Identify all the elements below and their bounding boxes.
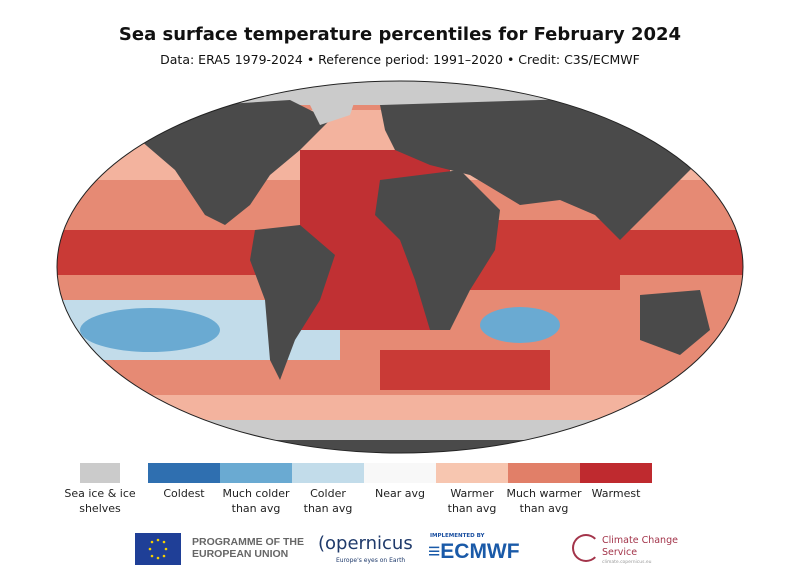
cold-anomaly-pacific (80, 308, 220, 352)
legend-label-colder: Colder than avg (303, 487, 353, 515)
legend-swatch-warmer (436, 463, 508, 483)
legend-swatch-warmest (580, 463, 652, 483)
eu-flag-logo (135, 533, 181, 565)
legend-swatch-much-warmer (508, 463, 580, 483)
map-subtitle: Data: ERA5 1979-2024 • Reference period:… (160, 52, 640, 67)
africa (375, 170, 500, 330)
world-map (56, 80, 744, 454)
c3s-url: climate.copernicus.eu (602, 560, 652, 565)
ecmwf-text: ECMWF (440, 540, 520, 563)
legend-swatch-near-avg (364, 463, 436, 483)
arctic-ice (57, 81, 743, 105)
legend-label-near-avg: Near avg (375, 487, 425, 500)
ecmwf-logo: ≡ECMWF (428, 540, 520, 563)
legend-swatch-colder (292, 463, 364, 483)
copernicus-tagline: Europe's eyes on Earth (336, 557, 406, 564)
legend-label-much-warmer: Much warmer than avg (506, 487, 582, 515)
map-title: Sea surface temperature percentiles for … (118, 24, 682, 45)
legend-label-coldest: Coldest (163, 487, 205, 500)
north-america (130, 100, 330, 225)
cold-anomaly-indian (480, 307, 560, 343)
australia (640, 290, 710, 355)
greenland (300, 85, 360, 125)
copernicus-text: opernicus (325, 533, 413, 554)
implemented-by-text: IMPLEMENTED BY (430, 533, 485, 539)
south-america (250, 225, 335, 380)
legend-label-warmest: Warmest (591, 487, 641, 500)
eu-programme-text: PROGRAMME OF THE EUROPEAN UNION (192, 536, 304, 560)
c3s-logo-text: Climate Change Service (602, 535, 678, 558)
legend-label-ice: Sea ice & ice shelves (64, 487, 136, 515)
southern-ocean (57, 395, 743, 420)
legend-swatch-much-colder (220, 463, 292, 483)
south-warm (380, 350, 550, 390)
legend-swatch-ice (80, 463, 120, 483)
antarctica (60, 440, 743, 453)
legend-label-warmer: Warmer than avg (447, 487, 497, 515)
c3s-thermometer-icon (572, 534, 600, 562)
legend-label-much-colder: Much colder than avg (222, 487, 290, 515)
legend-swatch-coldest (148, 463, 220, 483)
copernicus-logo: (opernicus (318, 533, 413, 554)
